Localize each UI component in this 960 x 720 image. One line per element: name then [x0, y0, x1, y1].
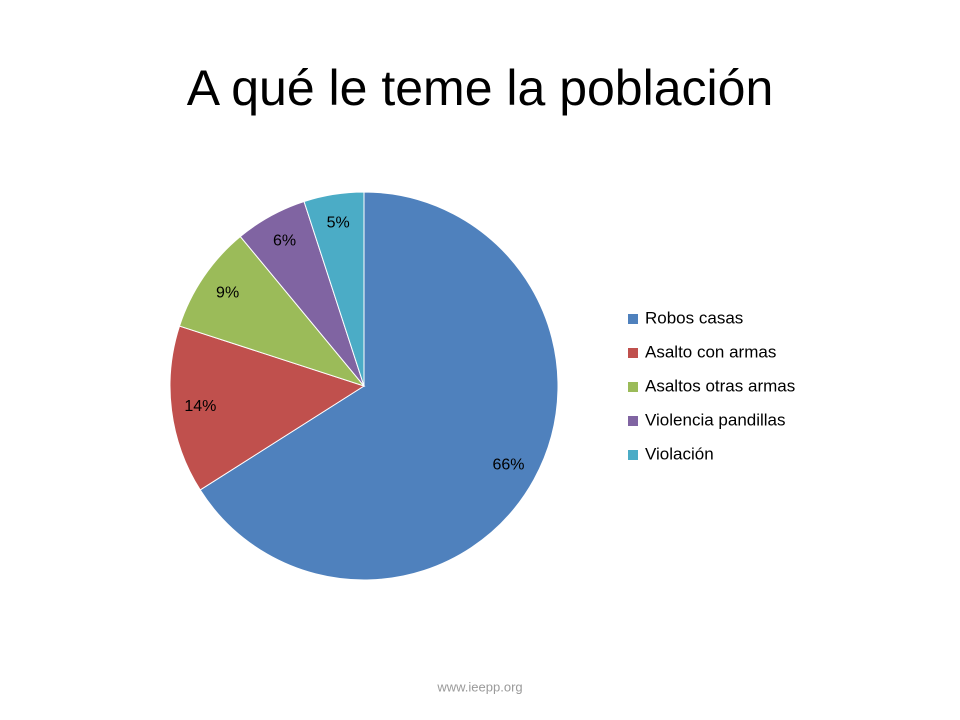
pie-slice	[199, 191, 559, 581]
legend-swatch	[628, 450, 638, 460]
pie-slice	[169, 325, 366, 491]
legend-swatch	[628, 382, 638, 392]
source: www.ieepp.org	[436, 679, 522, 694]
legend-swatch	[628, 348, 638, 358]
legend-swatch	[628, 314, 638, 324]
pie-slice	[303, 191, 365, 387]
legend-swatch	[628, 416, 638, 426]
pie-slice	[178, 235, 366, 388]
data-label: 5%	[327, 214, 350, 231]
data-label: 14%	[184, 398, 216, 415]
data-label: 6%	[273, 233, 296, 250]
legend-label: Violencia pandillas	[645, 410, 786, 429]
legend-label: Robos casas	[645, 308, 743, 327]
legend-label: Violación	[645, 444, 714, 463]
legend-label: Asalto con armas	[645, 342, 776, 361]
legend-label: Asaltos otras armas	[645, 376, 795, 395]
data-label: 66%	[492, 457, 524, 474]
chart-title: A qué le teme la población	[187, 60, 774, 116]
data-label: 9%	[216, 285, 239, 302]
